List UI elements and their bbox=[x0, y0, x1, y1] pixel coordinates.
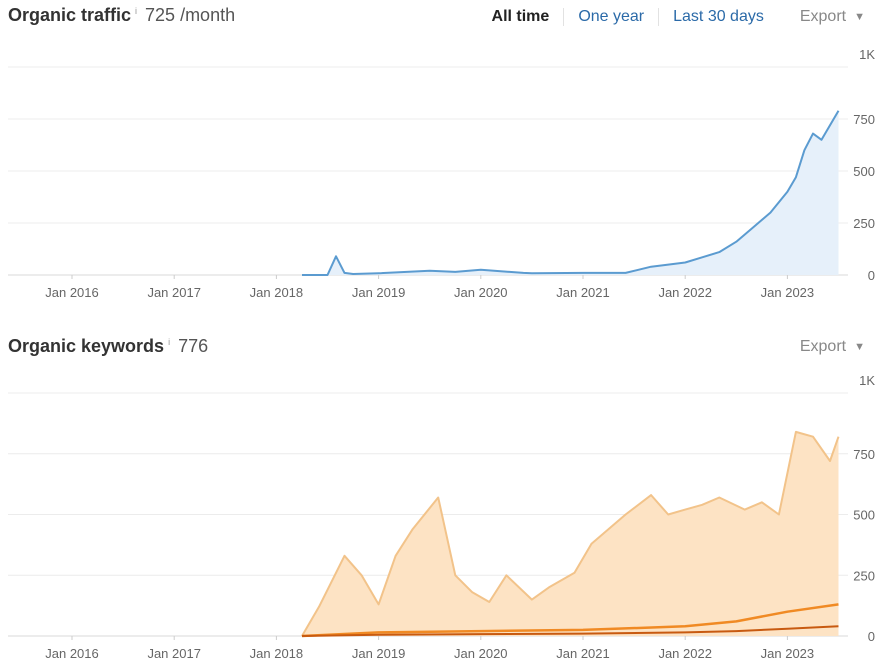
range-last-30-days[interactable]: Last 30 days bbox=[673, 8, 764, 25]
x-tick-label: Jan 2022 bbox=[658, 285, 712, 300]
x-tick-label: Jan 2023 bbox=[761, 285, 815, 300]
series-line-2 bbox=[301, 625, 839, 637]
y-tick-label: 0 bbox=[868, 268, 875, 283]
x-tick-label: Jan 2017 bbox=[147, 646, 201, 661]
keywords-controls: Export ▼ bbox=[778, 338, 865, 356]
x-tick-label: Jan 2018 bbox=[250, 285, 304, 300]
series-line-1 bbox=[301, 603, 839, 638]
series-area-0 bbox=[302, 431, 839, 636]
traffic-export-button[interactable]: Export ▼ bbox=[778, 8, 865, 26]
series-area-0 bbox=[302, 110, 839, 275]
keywords-chart: 1K 750 500 250 0 Jan 2016 Jan 2017 Jan 2018 Jan … bbox=[8, 373, 875, 661]
divider bbox=[563, 8, 565, 26]
y-tick-label: 750 bbox=[853, 447, 875, 462]
y-tick-label: 250 bbox=[853, 216, 875, 231]
y-tick-label: 500 bbox=[853, 164, 875, 179]
keywords-header: Organic keywords i 776 bbox=[8, 336, 208, 362]
range-one-year[interactable]: One year bbox=[578, 8, 645, 25]
info-icon[interactable]: i bbox=[135, 6, 138, 16]
range-all-time[interactable]: All time bbox=[491, 8, 550, 25]
x-tick-label: Jan 2020 bbox=[454, 646, 508, 661]
y-tick-label: 1K bbox=[859, 373, 875, 388]
traffic-metric: 725 /month bbox=[145, 5, 236, 25]
x-tick-label: Jan 2019 bbox=[352, 285, 406, 300]
keywords-export-button[interactable]: Export ▼ bbox=[778, 338, 865, 356]
x-tick-label: Jan 2017 bbox=[147, 285, 201, 300]
export-label: Export bbox=[799, 8, 847, 25]
series-line-0 bbox=[301, 430, 840, 637]
series-line-0 bbox=[302, 110, 840, 276]
y-tick-label: 1K bbox=[859, 47, 875, 62]
traffic-chart: 1K 750 500 250 0 Jan 2016 Jan 2017 Jan 2018 Jan … bbox=[8, 47, 875, 300]
time-range-controls: All time One year Last 30 days Export ▼ bbox=[478, 8, 865, 26]
y-tick-label: 750 bbox=[853, 112, 875, 127]
keywords-title: Organic keywords bbox=[8, 336, 165, 356]
keywords-metric: 776 bbox=[178, 336, 209, 356]
y-tick-label: 0 bbox=[868, 629, 875, 644]
x-tick-label: Jan 2019 bbox=[352, 646, 406, 661]
x-tick-label: Jan 2016 bbox=[45, 285, 99, 300]
divider bbox=[658, 8, 660, 26]
y-tick-label: 250 bbox=[853, 568, 875, 583]
info-icon[interactable]: i bbox=[168, 337, 171, 347]
chevron-down-icon: ▼ bbox=[854, 341, 865, 353]
export-label: Export bbox=[799, 338, 847, 355]
x-tick-label: Jan 2021 bbox=[556, 646, 610, 661]
organic-keywords-panel: Organic keywords i 776 Export ▼ 1K 750 500… bbox=[0, 330, 891, 668]
x-tick-label: Jan 2022 bbox=[658, 646, 712, 661]
x-tick-label: Jan 2018 bbox=[250, 646, 304, 661]
x-tick-label: Jan 2020 bbox=[454, 285, 508, 300]
traffic-title: Organic traffic bbox=[8, 5, 132, 25]
organic-traffic-panel: Organic traffic i 725 /month All time On… bbox=[0, 0, 891, 330]
traffic-header: Organic traffic i 725 /month bbox=[8, 5, 235, 31]
x-tick-label: Jan 2021 bbox=[556, 285, 610, 300]
x-tick-label: Jan 2016 bbox=[45, 646, 99, 661]
chevron-down-icon: ▼ bbox=[854, 11, 865, 23]
y-tick-label: 500 bbox=[853, 508, 875, 523]
x-tick-label: Jan 2023 bbox=[761, 646, 815, 661]
